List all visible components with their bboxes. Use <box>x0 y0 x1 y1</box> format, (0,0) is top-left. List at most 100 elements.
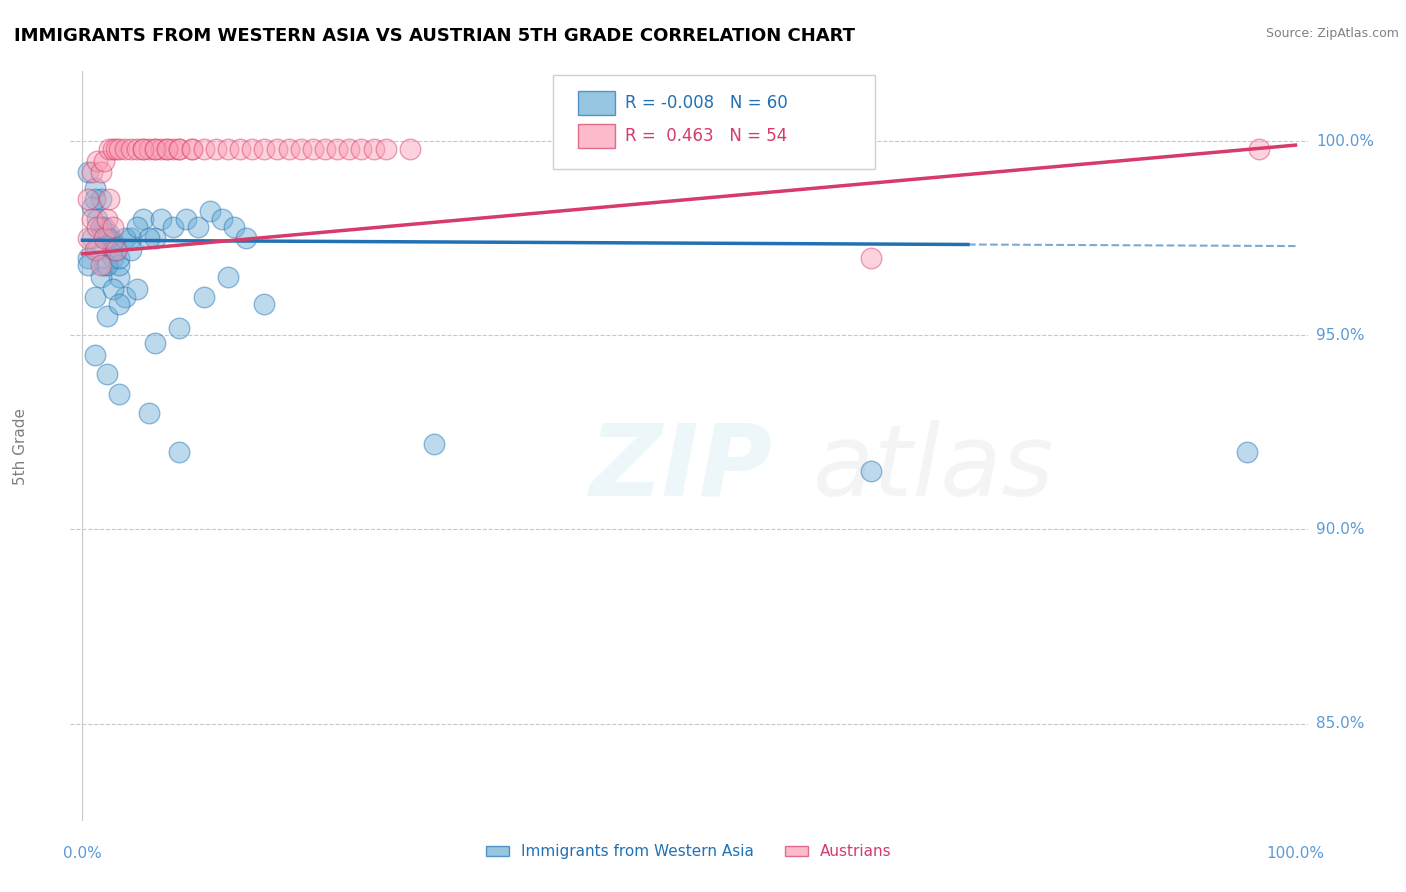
Point <box>132 142 155 156</box>
Point <box>156 142 179 156</box>
Point <box>93 231 115 245</box>
Point <box>266 142 288 156</box>
Point <box>180 142 202 156</box>
FancyBboxPatch shape <box>553 75 875 169</box>
Point <box>156 142 179 156</box>
Point <box>174 211 197 226</box>
Point <box>132 142 155 156</box>
Point <box>1236 445 1258 459</box>
Point <box>83 289 105 303</box>
Point <box>83 348 105 362</box>
Text: 100.0%: 100.0% <box>1316 134 1374 149</box>
Point <box>253 297 276 311</box>
Point <box>96 367 118 381</box>
Point <box>363 142 385 156</box>
Point <box>114 231 136 245</box>
Point <box>859 464 882 478</box>
Point <box>105 142 128 156</box>
Point <box>150 211 173 226</box>
Text: 5th Grade: 5th Grade <box>13 408 28 484</box>
Point <box>169 142 191 156</box>
Point <box>125 219 148 234</box>
Point <box>82 231 104 245</box>
Point <box>101 235 124 250</box>
Point <box>217 142 239 156</box>
Text: R =  0.463   N = 54: R = 0.463 N = 54 <box>624 127 787 145</box>
Point <box>120 142 142 156</box>
Text: ZIP: ZIP <box>591 420 773 517</box>
Point <box>302 142 325 156</box>
Text: R = -0.008   N = 60: R = -0.008 N = 60 <box>624 94 787 112</box>
Point <box>86 153 108 168</box>
Point <box>290 142 312 156</box>
Point <box>180 142 202 156</box>
Point <box>108 297 131 311</box>
Point <box>83 243 105 257</box>
Point <box>101 282 124 296</box>
Point <box>169 320 191 334</box>
Point <box>125 282 148 296</box>
Point <box>399 142 422 156</box>
Point <box>253 142 276 156</box>
Point <box>93 259 115 273</box>
Point <box>90 165 112 179</box>
Point <box>96 231 118 245</box>
Point <box>93 153 115 168</box>
Point <box>229 142 252 156</box>
Text: Source: ZipAtlas.com: Source: ZipAtlas.com <box>1265 27 1399 40</box>
Point <box>326 142 349 156</box>
Bar <box>578 124 614 148</box>
Point <box>162 219 184 234</box>
Text: 95.0%: 95.0% <box>1316 328 1364 343</box>
Point <box>193 289 215 303</box>
Point <box>198 204 221 219</box>
Point <box>86 211 108 226</box>
Point <box>114 142 136 156</box>
Point <box>108 251 131 265</box>
Point <box>77 251 100 265</box>
Text: 100.0%: 100.0% <box>1267 846 1324 861</box>
Point <box>90 193 112 207</box>
Point <box>86 219 108 234</box>
Point <box>82 165 104 179</box>
Point <box>150 142 173 156</box>
Text: IMMIGRANTS FROM WESTERN ASIA VS AUSTRIAN 5TH GRADE CORRELATION CHART: IMMIGRANTS FROM WESTERN ASIA VS AUSTRIAN… <box>14 27 855 45</box>
Point <box>132 211 155 226</box>
Point <box>98 142 121 156</box>
Point <box>90 270 112 285</box>
Point <box>337 142 360 156</box>
Point <box>108 259 131 273</box>
Point <box>193 142 215 156</box>
Point <box>90 219 112 234</box>
Point <box>138 406 160 420</box>
Point <box>82 200 104 214</box>
Point <box>235 231 257 245</box>
Point <box>98 193 121 207</box>
Point <box>93 219 115 234</box>
Point <box>187 219 209 234</box>
Point <box>125 142 148 156</box>
Point <box>859 251 882 265</box>
Point <box>138 231 160 245</box>
Point <box>77 165 100 179</box>
Bar <box>578 91 614 115</box>
Point <box>114 289 136 303</box>
Point <box>374 142 396 156</box>
Point <box>143 336 166 351</box>
Point <box>143 142 166 156</box>
Text: 85.0%: 85.0% <box>1316 716 1364 731</box>
Point <box>83 193 105 207</box>
Point <box>101 142 124 156</box>
Point <box>211 211 233 226</box>
Point <box>222 219 245 234</box>
Point <box>90 219 112 234</box>
Point <box>105 243 128 257</box>
Point <box>101 243 124 257</box>
Point <box>108 270 131 285</box>
Point <box>350 142 373 156</box>
Point <box>90 259 112 273</box>
Point <box>108 386 131 401</box>
Point <box>277 142 299 156</box>
Point <box>120 231 142 245</box>
Point <box>96 259 118 273</box>
